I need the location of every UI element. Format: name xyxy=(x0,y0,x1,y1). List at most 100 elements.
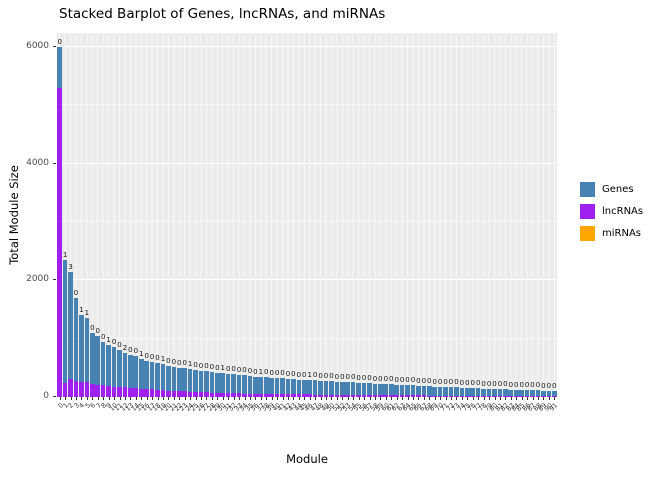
bar-segment-lncRNAs xyxy=(410,395,416,397)
bar-value-label: 0 xyxy=(166,356,171,365)
x-tick-mark xyxy=(364,397,366,400)
bar-segment-lncRNAs xyxy=(258,393,264,397)
x-tick-mark xyxy=(423,397,425,400)
gridline-minor xyxy=(57,337,557,339)
bar-segment-Genes xyxy=(535,390,541,397)
gridline-major xyxy=(57,279,557,281)
bar-segment-lncRNAs xyxy=(432,395,438,397)
x-tick-mark xyxy=(190,397,192,400)
bar-segment-Genes xyxy=(378,383,383,396)
bar-segment-lncRNAs xyxy=(519,396,524,397)
bar-value-label: 0 xyxy=(329,372,334,381)
bar-value-label: 0 xyxy=(405,376,410,385)
x-tick-mark xyxy=(103,397,105,400)
bar-segment-Genes xyxy=(138,359,144,389)
bar-segment-Genes xyxy=(171,366,177,391)
bar-value-label: 0 xyxy=(177,358,182,367)
bar-segment-Genes xyxy=(73,297,79,381)
bar-segment-Genes xyxy=(405,385,410,396)
bar-segment-Genes xyxy=(209,371,215,393)
bar-segment-lncRNAs xyxy=(155,389,160,397)
x-tick-mark xyxy=(168,397,170,400)
bar-value-label: 0 xyxy=(302,370,307,379)
bar-segment-Genes xyxy=(530,390,535,397)
legend-swatch-genes xyxy=(580,182,595,197)
bar-segment-lncRNAs xyxy=(405,395,410,397)
bar-value-label: 0 xyxy=(486,379,492,388)
bar-segment-Genes xyxy=(242,375,247,394)
x-tick-mark xyxy=(206,397,208,400)
bar-segment-Genes xyxy=(79,315,84,382)
x-tick-mark xyxy=(489,397,491,400)
bar-segment-lncRNAs xyxy=(296,394,302,397)
bar-value-label: 0 xyxy=(73,288,79,297)
bar-value-label: 0 xyxy=(492,379,497,388)
x-tick-mark xyxy=(141,397,143,400)
bar-value-label: 0 xyxy=(454,378,459,387)
bar-value-label: 0 xyxy=(448,378,454,387)
bar-segment-lncRNAs xyxy=(388,395,394,397)
bar-value-label: 0 xyxy=(437,377,443,386)
bar-value-label: 0 xyxy=(350,373,356,382)
x-tick-mark xyxy=(527,397,529,400)
bar-value-label: 0 xyxy=(155,354,160,363)
bar-segment-lncRNAs xyxy=(307,394,313,397)
bar-segment-Genes xyxy=(345,382,351,395)
bar-segment-lncRNAs xyxy=(459,395,465,397)
bar-value-label: 0 xyxy=(481,379,486,388)
bar-segment-lncRNAs xyxy=(117,387,122,397)
x-tick-mark xyxy=(451,397,453,400)
legend-label-lncrnas: lncRNAs xyxy=(602,206,644,217)
bar-segment-lncRNAs xyxy=(263,393,269,397)
bar-segment-lncRNAs xyxy=(443,395,448,397)
bar-value-label: 0 xyxy=(508,380,514,389)
bar-segment-Genes xyxy=(443,387,448,396)
bar-value-label: 3 xyxy=(68,262,73,271)
x-tick-mark xyxy=(472,397,474,400)
gridline-minor xyxy=(57,221,557,222)
bar-segment-lncRNAs xyxy=(361,395,367,397)
bar-value-label: 0 xyxy=(394,375,399,384)
x-tick-mark xyxy=(358,397,360,400)
x-tick-mark xyxy=(195,397,197,400)
x-tick-mark xyxy=(114,397,116,400)
bar-value-label: 0 xyxy=(416,376,421,385)
bar-value-label: 1 xyxy=(106,335,111,344)
bar-segment-Genes xyxy=(291,379,296,395)
x-tick-mark xyxy=(369,397,371,400)
bar-segment-Genes xyxy=(68,271,73,380)
bar-segment-Genes xyxy=(149,362,155,390)
x-tick-mark xyxy=(554,397,556,400)
bar-segment-Genes xyxy=(459,387,465,396)
bar-segment-Genes xyxy=(307,380,313,395)
x-tick-mark xyxy=(456,397,458,400)
x-tick-mark xyxy=(380,397,382,400)
bar-segment-Genes xyxy=(394,384,399,396)
bar-segment-lncRNAs xyxy=(182,391,188,397)
bar-segment-lncRNAs xyxy=(236,393,242,397)
bar-value-label: 0 xyxy=(225,364,231,373)
x-tick-mark xyxy=(184,397,186,400)
bar-value-label: 0 xyxy=(149,353,155,361)
bar-value-label: 0 xyxy=(541,381,546,390)
x-tick-mark xyxy=(173,397,175,400)
bar-value-label: 0 xyxy=(198,361,204,370)
bar-segment-Genes xyxy=(350,382,356,395)
bar-segment-lncRNAs xyxy=(378,395,383,397)
bar-segment-lncRNAs xyxy=(551,396,557,397)
bar-segment-Genes xyxy=(280,378,285,395)
bar-segment-lncRNAs xyxy=(128,387,133,397)
bar-segment-lncRNAs xyxy=(437,395,443,397)
bar-segment-Genes xyxy=(437,386,443,396)
bar-segment-Genes xyxy=(546,390,552,397)
bar-segment-Genes xyxy=(475,388,481,396)
y-tick-mark xyxy=(53,279,56,281)
bar-segment-lncRNAs xyxy=(133,388,139,397)
chart-title: Stacked Barplot of Genes, lncRNAs, and m… xyxy=(59,6,386,22)
x-tick-mark xyxy=(135,397,137,400)
bar-segment-lncRNAs xyxy=(209,392,215,397)
bar-segment-Genes xyxy=(312,380,318,395)
bar-segment-lncRNAs xyxy=(465,395,470,397)
bar-segment-Genes xyxy=(361,383,367,396)
bar-segment-Genes xyxy=(481,388,486,396)
